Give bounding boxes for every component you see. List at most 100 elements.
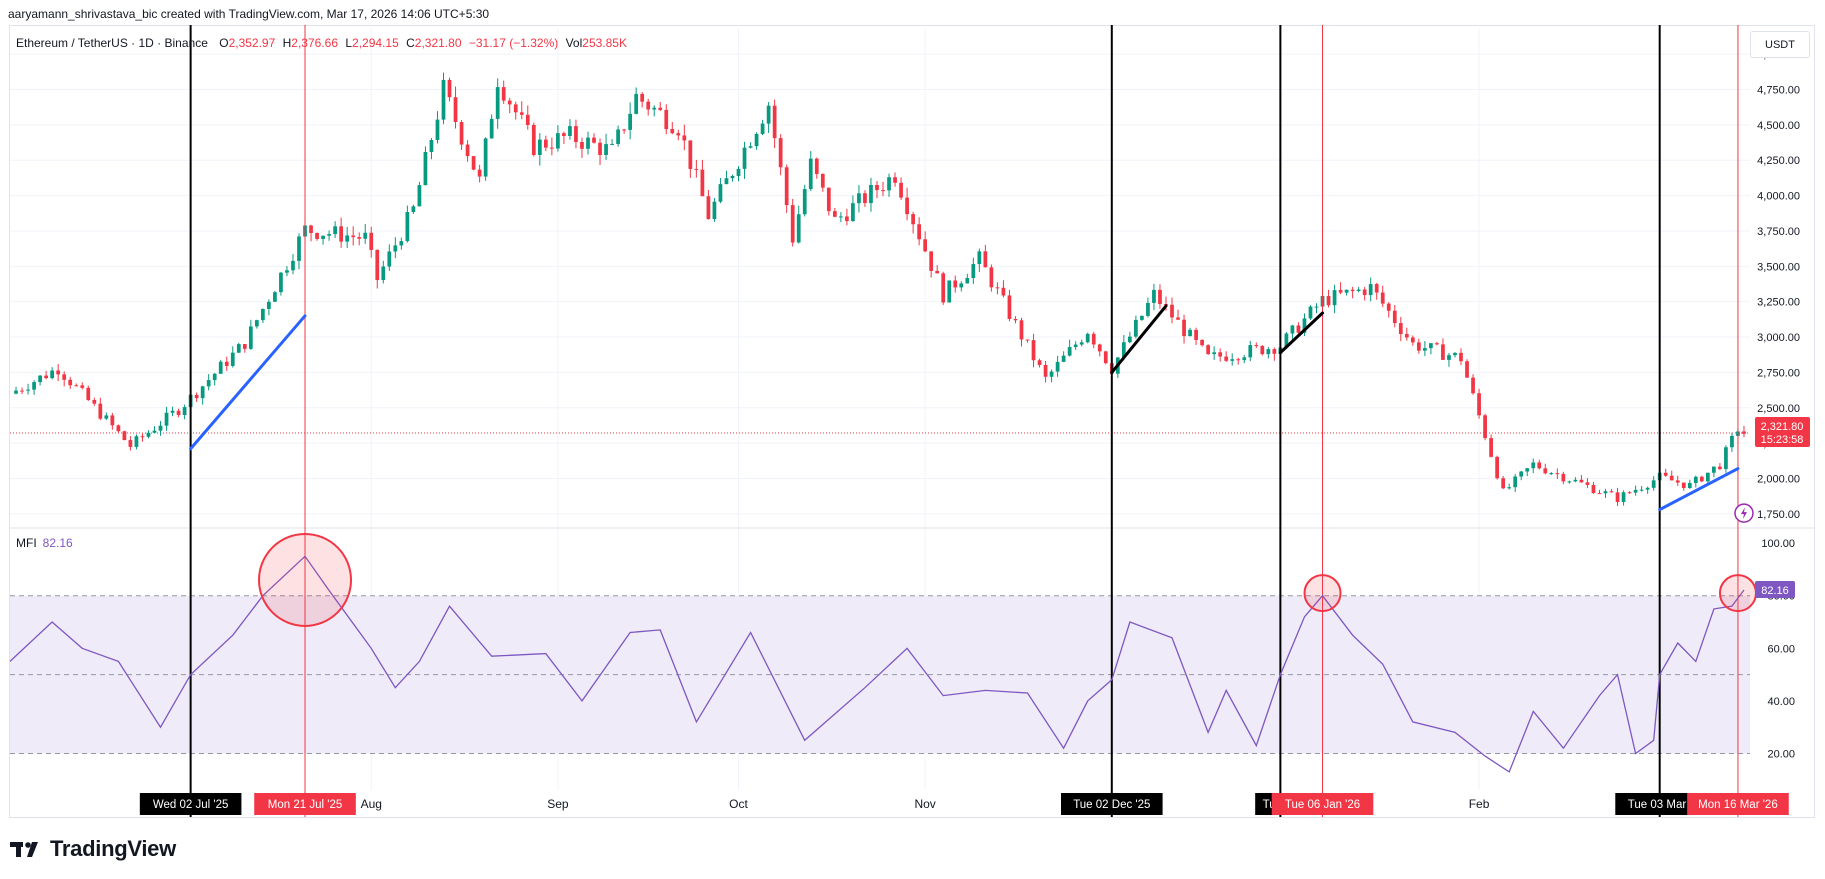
mfi-badge-text: 82.16 <box>1761 585 1789 597</box>
candle-down <box>176 410 181 416</box>
candle-down <box>20 390 24 392</box>
candle-down <box>814 158 819 174</box>
candle-up <box>291 260 295 271</box>
candle-down <box>706 196 711 220</box>
candle-up <box>1712 466 1716 473</box>
candle-up <box>206 380 211 387</box>
candle-down <box>1260 345 1265 355</box>
candle-down <box>790 205 795 243</box>
candle-down <box>1326 296 1331 306</box>
price-tick-label: 2,500.00 <box>1757 403 1800 415</box>
candle-down <box>1435 343 1439 345</box>
candle-up <box>1356 289 1361 291</box>
candle-up <box>556 133 560 149</box>
candle-down <box>550 147 554 149</box>
symbol-legend: Ethereum / TetherUS · 1D · Binance O2,35… <box>16 36 627 50</box>
candle-up <box>742 147 747 169</box>
candle-up <box>965 278 970 284</box>
candle-up <box>1061 355 1066 362</box>
marker-date-label: Tue 03 Mar ' <box>1628 799 1692 811</box>
candle-down <box>1669 475 1674 481</box>
candle-down <box>682 135 687 141</box>
candle-up <box>1127 336 1132 343</box>
candle-down <box>1338 290 1343 293</box>
candle-down <box>1410 337 1415 343</box>
candle-down <box>1561 473 1566 482</box>
candle-down <box>1097 344 1102 352</box>
vertical-markers <box>189 25 1739 817</box>
candle-up <box>760 123 765 134</box>
candle-up <box>1705 472 1710 482</box>
price-grid <box>10 28 1814 790</box>
candle-down <box>1627 492 1632 494</box>
candle-down <box>1579 479 1584 483</box>
candle-down <box>676 133 681 136</box>
price-tick-label: 3,500.00 <box>1757 261 1800 273</box>
candle-up <box>652 107 657 110</box>
candle-up <box>381 266 386 281</box>
candle-down <box>339 226 344 242</box>
candle-down <box>826 187 831 212</box>
candle-up <box>435 119 440 141</box>
last-price-badge <box>1755 416 1810 447</box>
candles <box>14 72 1746 507</box>
trendline[interactable] <box>1278 311 1325 355</box>
marker-date-badge <box>1060 793 1163 815</box>
candle-up <box>405 212 410 242</box>
candle-down <box>1681 482 1686 489</box>
candle-up <box>1724 447 1728 470</box>
mfi-line <box>9 555 1745 773</box>
candle-down <box>881 190 885 192</box>
candle-down <box>688 140 693 169</box>
candle-down <box>110 415 115 426</box>
candle-up <box>50 370 55 379</box>
highlight-circle[interactable] <box>1303 574 1342 613</box>
candle-down <box>574 126 578 142</box>
candle-down <box>375 249 380 281</box>
candle-up <box>1429 343 1433 349</box>
candle-up <box>568 126 572 136</box>
candle-up <box>1314 306 1319 308</box>
trendline[interactable] <box>1110 304 1168 374</box>
tradingview-brand[interactable]: TradingView <box>10 836 176 862</box>
highlight-circle[interactable] <box>258 532 353 627</box>
candle-up <box>1344 289 1349 293</box>
candle-down <box>1103 351 1108 364</box>
currency-selector[interactable]: USDT <box>1750 31 1810 58</box>
candle-down <box>507 100 512 105</box>
highlight-circle[interactable] <box>1718 574 1757 613</box>
mfi-tick-label: 100.00 <box>1761 538 1795 550</box>
candle-down <box>1471 377 1475 394</box>
candle-down <box>1254 345 1259 347</box>
candle-down <box>562 133 566 136</box>
trendline[interactable] <box>1658 467 1740 512</box>
candle-down <box>1416 342 1421 351</box>
candle-up <box>1134 319 1138 337</box>
candle-up <box>26 389 30 391</box>
marker-date-label: Tue 06 Jan '26 <box>1285 799 1360 811</box>
candle-down <box>140 436 145 438</box>
candle-down <box>1477 393 1481 416</box>
chart-credit: aaryamann_shrivastava_bic created with T… <box>8 7 490 21</box>
candle-down <box>1025 339 1030 341</box>
candle-down <box>501 87 506 101</box>
candle-down <box>1501 478 1506 489</box>
price-tick-label: 3,250.00 <box>1757 297 1800 309</box>
close-label: C <box>406 36 415 50</box>
candle-down <box>1182 319 1186 337</box>
candle-up <box>1423 348 1427 351</box>
marker-date-badge <box>1615 793 1705 815</box>
candle-down <box>592 137 596 143</box>
tradingview-logo-icon <box>10 842 38 857</box>
trendline[interactable] <box>189 314 307 451</box>
candle-up <box>971 264 976 279</box>
candle-up <box>200 386 205 399</box>
candle-up <box>1146 302 1150 316</box>
candle-down <box>923 239 928 252</box>
candle-down <box>1663 472 1668 476</box>
candle-down <box>1194 329 1198 340</box>
candle-up <box>1248 345 1253 358</box>
candle-up <box>279 272 283 293</box>
candle-down <box>1543 468 1548 474</box>
